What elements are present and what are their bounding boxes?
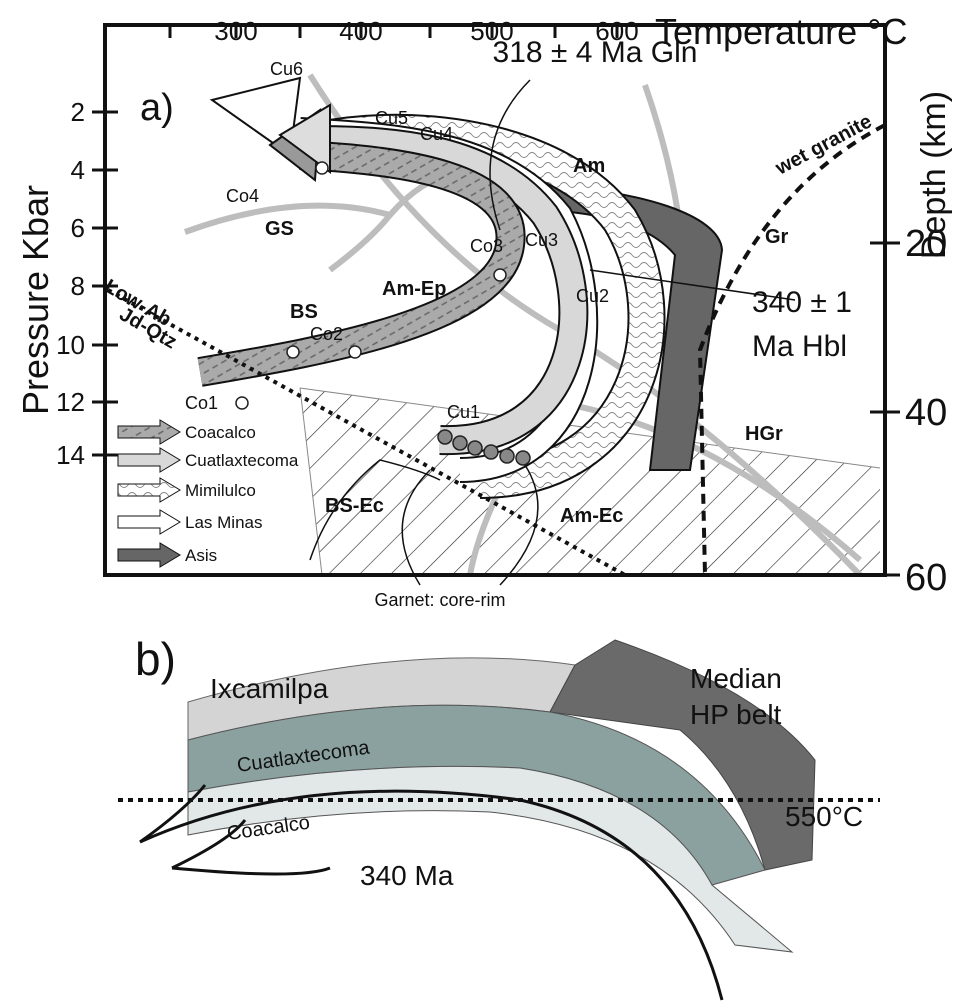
sample-label: Co2 bbox=[310, 324, 343, 344]
sample-dots bbox=[235, 161, 507, 410]
facies-label: BS bbox=[290, 301, 318, 323]
reaction-line bbox=[183, 202, 391, 235]
garnet-dot bbox=[483, 444, 499, 460]
legend-swatch bbox=[117, 447, 181, 473]
legend-label: Coacalco bbox=[185, 423, 256, 442]
facies-label: Am bbox=[573, 155, 605, 177]
facies-label: Gr bbox=[765, 226, 789, 248]
garnet-pointer bbox=[309, 459, 441, 561]
y-tick-label: 2 bbox=[71, 97, 85, 127]
garnet-dot bbox=[515, 450, 531, 466]
y2-tick-label: 20 bbox=[905, 223, 947, 265]
sample-label: Cu6 bbox=[270, 59, 303, 79]
legend: Coacalco Cuatlaxtecoma Mimilulco Las Min… bbox=[117, 419, 299, 568]
facies-label: HGr bbox=[745, 423, 783, 445]
garnet-dot bbox=[499, 448, 515, 464]
facies-label: GS bbox=[265, 218, 294, 240]
sample-dot bbox=[493, 268, 507, 282]
annotation: wet granite bbox=[771, 110, 875, 179]
legend-swatch bbox=[117, 509, 181, 535]
panel-label: b) bbox=[135, 633, 176, 685]
legend-swatch bbox=[117, 542, 181, 568]
panel-a: a) 300 400 500 600 Temperature °C 2 4 6 … bbox=[15, 11, 953, 610]
panel-b: b) Ixcamilpa Median HP belt Cuatlaxtecom… bbox=[118, 633, 880, 1001]
sample-label: Cu4 bbox=[420, 124, 453, 144]
cuatlaxtecoma-path bbox=[309, 127, 587, 454]
x-tick-label: 600 bbox=[595, 16, 638, 46]
y-tick-label: 8 bbox=[71, 271, 85, 301]
legend-label: Cuatlaxtecoma bbox=[185, 451, 299, 470]
facies-label: Am-Ep bbox=[382, 278, 446, 300]
unit-label: Ixcamilpa bbox=[210, 673, 329, 704]
boundary-curve bbox=[139, 784, 207, 844]
x-tick-label: 400 bbox=[339, 16, 382, 46]
annotation: 318 ± 4 Ma Gln bbox=[493, 36, 698, 69]
x-tick-label: 300 bbox=[214, 16, 257, 46]
y2-axis-title: Depth (km) bbox=[915, 91, 953, 259]
x-tick-label: 500 bbox=[470, 16, 513, 46]
sample-label: Cu5 bbox=[375, 108, 408, 128]
hp-belt-unit bbox=[549, 639, 816, 871]
sample-label: Co1 bbox=[185, 393, 218, 413]
garnet-dots bbox=[437, 429, 531, 466]
sample-label: Co3 bbox=[470, 236, 503, 256]
garnet-dot bbox=[452, 435, 468, 451]
sample-dot bbox=[315, 161, 329, 175]
unit-label: Median bbox=[690, 663, 782, 694]
annotation: 340 ± 1 bbox=[752, 286, 852, 319]
legend-swatch bbox=[117, 477, 181, 503]
panel-label: a) bbox=[140, 87, 174, 129]
y-axis-title: Pressure Kbar bbox=[15, 185, 56, 415]
y-tick-label: 4 bbox=[71, 155, 85, 185]
sample-label: Cu2 bbox=[576, 286, 609, 306]
field-boundary bbox=[299, 387, 323, 576]
sample-label: Co4 bbox=[226, 186, 259, 206]
garnet-pointer bbox=[401, 464, 539, 586]
sample-dot bbox=[286, 345, 300, 359]
sample-label: Cu3 bbox=[525, 230, 558, 250]
reaction-line bbox=[539, 397, 862, 563]
boundary-curve bbox=[171, 819, 331, 876]
sample-dot bbox=[348, 345, 362, 359]
facies-label: BS-Ec bbox=[325, 495, 384, 517]
coacalco-unit bbox=[187, 765, 794, 953]
isotherm-label: 550°C bbox=[785, 801, 863, 832]
x-axis-title: Temperature °C bbox=[655, 11, 908, 52]
eclogite-field bbox=[300, 388, 880, 575]
facies-label: Am-Ec bbox=[560, 505, 623, 527]
garnet-dot bbox=[437, 429, 453, 445]
annotation: Ma Hbl bbox=[752, 330, 847, 363]
annotation: Garnet: core-rim bbox=[374, 590, 505, 610]
legend-label: Mimilulco bbox=[185, 481, 256, 500]
ticks bbox=[92, 25, 900, 577]
legend-swatch bbox=[117, 419, 181, 445]
arrow-head bbox=[278, 103, 331, 174]
hbl-pointer bbox=[589, 269, 796, 301]
y-tick-label: 6 bbox=[71, 213, 85, 243]
coacalco-path bbox=[197, 142, 524, 385]
legend-label: Las Minas bbox=[185, 513, 262, 532]
wet-granite-line bbox=[697, 123, 886, 576]
sample-label: Cu1 bbox=[447, 402, 480, 422]
gln-pointer bbox=[489, 79, 531, 231]
y-tick-label: 14 bbox=[56, 440, 85, 470]
legend-label: Asis bbox=[185, 546, 217, 565]
age-label: 340 Ma bbox=[360, 860, 454, 891]
y2-tick-label: 60 bbox=[905, 557, 947, 599]
y2-tick-label: 40 bbox=[905, 392, 947, 434]
sample-dot bbox=[235, 396, 249, 410]
y-tick-label: 12 bbox=[56, 387, 85, 417]
garnet-dot bbox=[467, 440, 483, 456]
unit-label: HP belt bbox=[690, 699, 782, 730]
arrow-head bbox=[209, 76, 302, 157]
y-tick-label: 10 bbox=[56, 330, 85, 360]
plot-frame bbox=[103, 23, 887, 577]
